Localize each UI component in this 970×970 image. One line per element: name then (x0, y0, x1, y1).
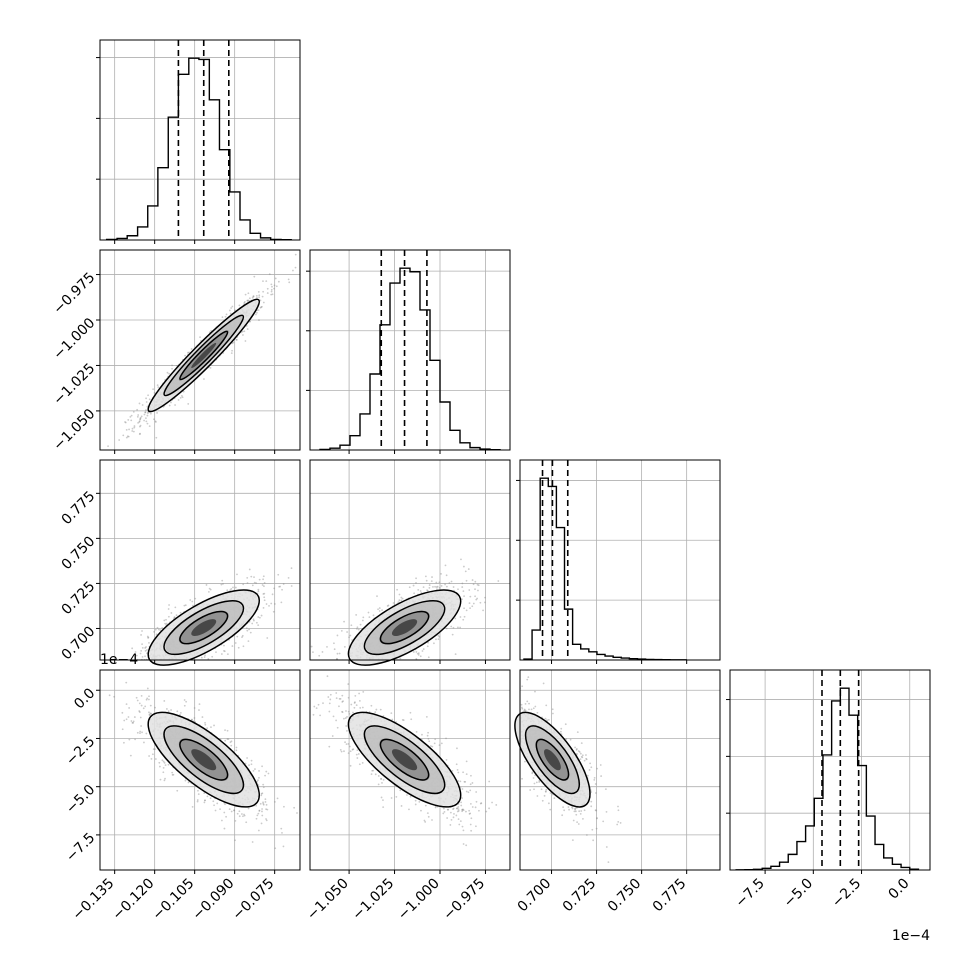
x-tick-label: −1.000 (395, 876, 443, 924)
histogram-4 (735, 687, 920, 871)
y-axis-scale-label: 1e−4 (100, 652, 138, 668)
panel-frame (309, 669, 511, 871)
contour-line (179, 330, 229, 381)
y-tick-label: 0.0 (71, 685, 98, 712)
density-level (391, 749, 418, 771)
x-tick-label: −5.0 (781, 876, 816, 911)
histogram-2 (319, 267, 501, 451)
density-level (544, 749, 561, 771)
contour-line (524, 725, 580, 795)
contour-line (347, 711, 462, 808)
density-level (191, 619, 217, 636)
x-tick-label: −2.5 (829, 876, 864, 911)
x-tick-label: −0.135 (70, 876, 118, 924)
histogram-1 (105, 57, 292, 241)
x-tick-label: −0.090 (190, 876, 238, 924)
panel-frame (99, 459, 301, 661)
contour-line (514, 711, 591, 808)
y-tick-label: −0.975 (50, 270, 98, 318)
contour-line (163, 725, 245, 795)
density-level (191, 749, 217, 771)
contour-line (379, 738, 430, 781)
x-tick-label: −0.105 (150, 876, 198, 924)
y-tick-label: −5.0 (63, 782, 98, 817)
density-level (391, 619, 418, 636)
x-tick-label: 0.0 (886, 876, 913, 903)
y-tick-label: 0.775 (59, 488, 99, 528)
contour-line (363, 600, 446, 656)
x-tick-label: −0.975 (440, 876, 488, 924)
panel-frame (309, 249, 511, 451)
x-tick-label: 0.700 (515, 876, 555, 916)
contour-line (163, 314, 245, 397)
y-tick-label: −2.5 (63, 734, 98, 769)
y-tick-label: 0.750 (59, 533, 99, 573)
contour-line (363, 725, 446, 795)
contour-line (147, 711, 261, 808)
contour-line (163, 600, 245, 656)
x-tick-label: −1.025 (349, 876, 397, 924)
x-tick-label: −0.075 (230, 876, 278, 924)
contour-line (147, 298, 261, 413)
density-level (191, 342, 217, 369)
panel-frame (309, 459, 511, 661)
contour-line (347, 589, 462, 666)
x-tick-label: −0.120 (110, 876, 158, 924)
panel-frame (99, 669, 301, 871)
x-tick-label: −1.050 (304, 876, 352, 924)
contour-line (179, 610, 229, 645)
panel-frame (729, 669, 931, 871)
x-tick-label: 0.750 (605, 876, 645, 916)
contour-line (379, 610, 430, 645)
x-tick-label: −7.5 (733, 876, 768, 911)
y-tick-label: −1.050 (50, 406, 98, 454)
y-tick-label: −1.025 (50, 361, 98, 409)
histogram-3 (523, 477, 687, 661)
y-tick-label: −7.5 (63, 830, 98, 865)
panel-frame (519, 459, 721, 661)
x-tick-label: 0.725 (560, 876, 600, 916)
contour-line (179, 738, 229, 781)
contour-line (147, 589, 261, 666)
x-axis-scale-label: 1e−4 (892, 928, 930, 944)
panel-frame (99, 249, 301, 451)
x-tick-label: 0.775 (650, 876, 690, 916)
contour-line (535, 738, 570, 781)
y-tick-label: 0.700 (59, 624, 99, 664)
panel-frame (519, 669, 721, 871)
y-tick-label: −1.000 (50, 315, 98, 363)
y-tick-label: 0.725 (59, 578, 99, 618)
panel-frame (99, 39, 301, 241)
